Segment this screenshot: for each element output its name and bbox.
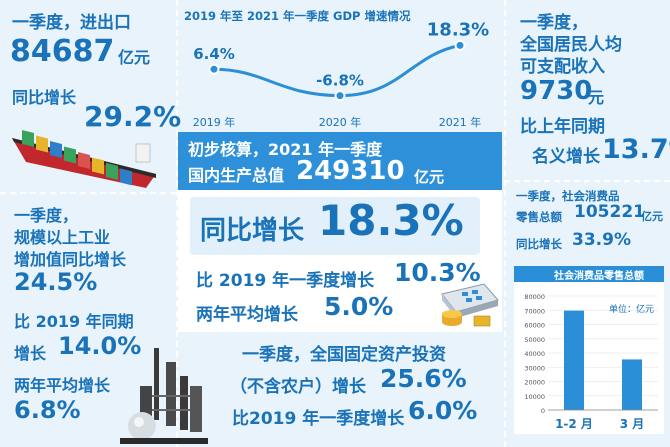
- y-tick-label: 80000: [524, 293, 545, 301]
- income-line3: 可支配收入: [520, 57, 605, 77]
- gdp-value-label: 18.3%: [427, 20, 489, 40]
- industry-line3: 增加值同比增长: [14, 250, 127, 269]
- retail-bar-chart: 80000 70000 60000 50000 40000 30000 20000 10000…: [524, 293, 658, 431]
- gdp-main-line2: 国内生产总值: [188, 166, 285, 185]
- y-tick-label: 0: [541, 407, 545, 415]
- retail-value: 105221: [574, 202, 645, 222]
- divider: [504, 180, 670, 182]
- gdp-point: [334, 90, 346, 102]
- y-tick-label: 50000: [524, 336, 545, 344]
- trade-value: 84687: [10, 34, 115, 69]
- gdp-tick-label: 2019 年: [193, 115, 236, 129]
- x-tick-label: 1-2 月: [555, 417, 593, 431]
- y-tick-label: 40000: [524, 350, 545, 358]
- income-line1: 一季度，: [520, 13, 588, 33]
- retail-chart-header: [514, 266, 664, 282]
- y-tick-label: 30000: [524, 364, 545, 372]
- gdp-point: [208, 63, 220, 75]
- gdp-value-label: 6.4%: [193, 45, 235, 63]
- income-line5: 名义增长: [532, 147, 600, 167]
- trade-growth-label: 同比增长: [12, 88, 77, 107]
- industry-line5: 增长: [14, 344, 47, 363]
- retail-growth-value: 33.9%: [572, 230, 631, 250]
- investment-line3: 比2019 年一季度增长: [232, 409, 405, 429]
- gdp-avg-value: 5.0%: [324, 292, 394, 321]
- retail-unit: 亿元: [641, 210, 663, 223]
- industry-growth2: 14.0%: [58, 332, 142, 360]
- gdp-main-unit: 亿元: [414, 168, 445, 186]
- divider: [176, 0, 178, 447]
- investment-line2: （不含农户）增长: [230, 377, 366, 397]
- industry-line1: 一季度，: [14, 206, 79, 225]
- industry-line6: 两年平均增长: [14, 376, 111, 395]
- investment-growth2: 6.0%: [408, 396, 478, 425]
- income-unit: 元: [588, 88, 605, 107]
- retail-chart-unit: 单位：亿元: [609, 303, 654, 315]
- cargo-ship-icon: [12, 129, 156, 188]
- y-tick-label: 70000: [524, 307, 545, 315]
- retail-bar: [622, 359, 642, 410]
- gdp-main-header: [178, 132, 502, 190]
- industry-line4: 比 2019 年同期: [14, 312, 134, 331]
- income-growth: 13.7%: [602, 134, 670, 165]
- gdp-chart-title: 2019 年至 2021 年一季度 GDP 增速情况: [184, 9, 411, 23]
- gdp-main-line1: 初步核算，2021 年一季度: [188, 140, 383, 159]
- gdp-point: [454, 39, 466, 51]
- gdp-line-chart: 6.4% 2019 年 -6.8% 2020 年 18.3% 2021 年: [193, 20, 489, 129]
- gdp-yoy-band: [190, 197, 480, 255]
- x-tick-label: 3 月: [620, 417, 645, 431]
- industry-line2: 规模以上工业: [14, 228, 111, 247]
- retail-growth-label: 同比增长: [516, 237, 562, 251]
- income-line4: 比上年同期: [520, 117, 605, 137]
- gdp-yoy-value: 18.3%: [318, 196, 464, 245]
- retail-line1: 一季度，社会消费品: [516, 189, 620, 203]
- calculator-coins-icon: [441, 283, 499, 327]
- industry-growth: 24.5%: [14, 268, 98, 296]
- gdp-value-label: -6.8%: [316, 72, 364, 90]
- gdp-main-value: 249310: [296, 156, 405, 186]
- trade-title: 一季度，进出口: [12, 13, 131, 33]
- investment-line1: 一季度，全国固定资产投资: [242, 345, 446, 365]
- gdp-vs2019-label: 比 2019 年一季度增长: [196, 271, 375, 291]
- income-value: 9730: [520, 76, 593, 106]
- y-tick-label: 60000: [524, 322, 545, 330]
- income-line2: 全国居民人均: [520, 35, 622, 55]
- gdp-tick-label: 2021 年: [439, 115, 482, 129]
- gdp-tick-label: 2020 年: [319, 115, 362, 129]
- investment-growth: 25.6%: [380, 364, 467, 393]
- gdp-avg-label: 两年平均增长: [196, 305, 298, 325]
- divider: [504, 0, 506, 447]
- industry-avg: 6.8%: [14, 396, 81, 424]
- y-tick-label: 10000: [524, 393, 545, 401]
- gdp-yoy-label: 同比增长: [200, 216, 305, 246]
- retail-chart-title: 社会消费品零售总额: [554, 271, 644, 282]
- retail-line2: 零售总额: [516, 210, 562, 224]
- factory-icon: [120, 348, 208, 444]
- divider: [0, 192, 176, 194]
- trade-unit: 亿元: [118, 48, 151, 67]
- trade-growth-value: 29.2%: [84, 100, 182, 133]
- y-tick-label: 20000: [524, 379, 545, 387]
- gdp-vs2019-value: 10.3%: [394, 258, 481, 287]
- retail-bar: [564, 310, 584, 410]
